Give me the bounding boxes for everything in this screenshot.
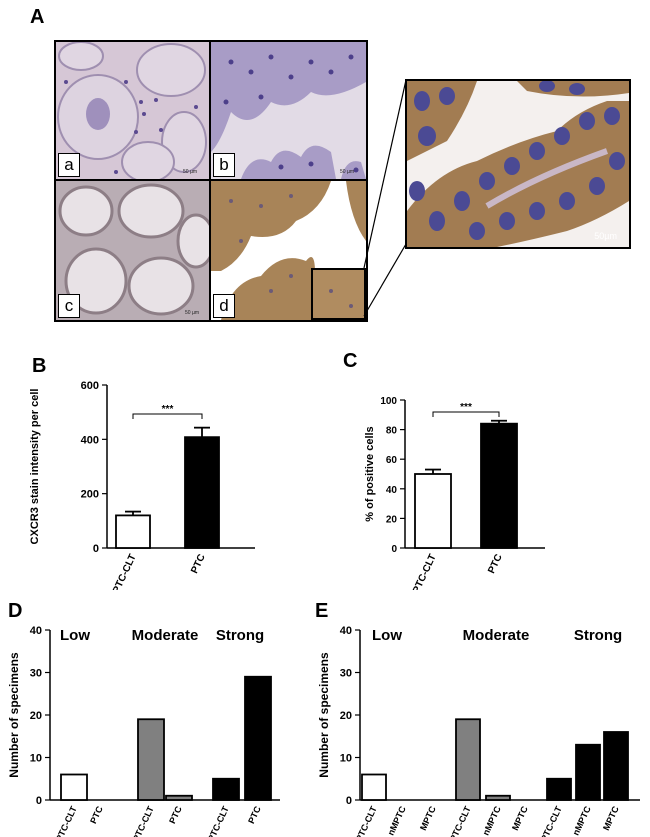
micrograph-c-image — [56, 181, 209, 320]
significance-bracket — [432, 411, 500, 417]
group-label: Low — [372, 627, 402, 644]
bar — [184, 436, 220, 549]
zoom-inset-box — [311, 268, 366, 320]
chart-c: 0 20 40 60 80 100 % of positive cells PTC-CLT PT… — [364, 396, 545, 590]
y-axis-label: Number of specimens — [7, 652, 21, 778]
micrograph-a: a 50 µm — [56, 42, 209, 179]
bar — [455, 718, 481, 801]
y-tick-label: 40 — [386, 485, 398, 496]
y-tick-label: 0 — [93, 543, 99, 555]
micrograph-b-image — [211, 42, 366, 179]
y-tick-label: 0 — [346, 795, 352, 807]
micrograph-d: d — [211, 181, 366, 320]
y-tick-label: 40 — [340, 625, 352, 637]
bar — [165, 794, 193, 801]
bar — [212, 777, 240, 801]
panel-letter-d: D — [8, 600, 23, 622]
y-tick-label: 400 — [81, 434, 99, 446]
bar — [603, 731, 629, 801]
bar — [575, 743, 601, 801]
bar — [414, 473, 452, 549]
x-tick-label: PTC — [486, 553, 504, 576]
micrograph-grid: a 50 µm b 50 µm c 50 µ — [54, 40, 368, 322]
y-tick-label: 20 — [386, 514, 398, 525]
micrograph-a-image — [56, 42, 209, 179]
x-tick-label: PTC-CLT — [54, 804, 79, 837]
y-axis-label: CXCR3 stain intensity per cell — [29, 389, 41, 545]
sublabel-c: c — [58, 294, 80, 318]
y-axis-label: % of positive cells — [364, 426, 376, 521]
x-tick-label: PTC — [189, 553, 207, 576]
y-tick-label: 20 — [30, 710, 42, 722]
x-tick-label: MPTC — [601, 804, 621, 832]
bar — [546, 777, 572, 801]
y-tick-label: 0 — [391, 544, 397, 555]
panel-letter-c: C — [343, 350, 358, 372]
y-tick-label: 40 — [30, 625, 42, 637]
x-tick-label: nMPTC — [386, 804, 408, 837]
scalebar-a: 50 µm — [183, 169, 197, 175]
y-tick-label: 60 — [386, 455, 398, 466]
x-tick-label: nMPTC — [481, 804, 503, 837]
micrograph-zoom-image — [407, 81, 629, 247]
group-label: Low — [60, 627, 90, 644]
group-label: Strong — [216, 627, 264, 644]
zoom-connector-lines — [363, 79, 407, 317]
significance-bracket — [132, 413, 203, 419]
group-label: Moderate — [463, 627, 530, 644]
chart-d: 0 10 20 30 40 Number of specimens PTC-CLT PTC PT… — [7, 625, 280, 837]
chart-b: 0 200 400 600 CXCR3 stain intensity per cell… — [29, 380, 255, 590]
x-tick-label: PTC-CLT — [448, 804, 473, 837]
sublabel-b: b — [213, 153, 235, 177]
y-tick-label: 200 — [81, 489, 99, 501]
micrograph-d-image — [211, 181, 366, 320]
x-tick-label: nMPTC — [571, 804, 593, 837]
y-tick-label: 30 — [30, 668, 42, 680]
x-tick-label: MPTC — [510, 804, 530, 832]
x-tick-label: PTC-CLT — [206, 804, 231, 837]
panel-letter-b: B — [32, 355, 47, 377]
x-tick-label: PTC-CLT — [411, 553, 439, 590]
micrograph-b: b 50 µm — [211, 42, 366, 179]
x-tick-label: PTC-CLT — [111, 553, 139, 590]
x-tick-label: MPTC — [418, 804, 438, 832]
bar — [115, 514, 151, 549]
y-tick-label: 30 — [340, 668, 352, 680]
y-tick-label: 0 — [36, 795, 42, 807]
y-tick-label: 80 — [386, 426, 398, 437]
y-tick-label: 600 — [81, 380, 99, 392]
micrograph-c: c 50 µm — [56, 181, 209, 320]
significance-label: *** — [162, 404, 174, 415]
sublabel-d: d — [213, 294, 235, 318]
panel-letter-e: E — [315, 600, 329, 622]
x-tick-label: PTC — [88, 804, 105, 825]
y-tick-label: 10 — [340, 753, 352, 765]
x-tick-label: PTC-CLT — [539, 804, 564, 837]
scalebar-b: 50 µm — [340, 169, 354, 175]
micrograph-zoom: 50µm — [405, 79, 631, 249]
bar — [60, 773, 88, 801]
scalebar-c: 50 µm — [185, 310, 199, 316]
y-tick-label: 20 — [340, 710, 352, 722]
bar — [480, 422, 518, 549]
bar — [361, 773, 387, 801]
sublabel-a: a — [58, 153, 80, 177]
bar — [137, 718, 165, 801]
significance-label: *** — [460, 402, 472, 413]
chart-e: 0 10 20 30 40 Number of specimens PTC-CLT nMPTC… — [317, 625, 640, 837]
y-tick-label: 10 — [30, 753, 42, 765]
group-label: Moderate — [132, 627, 199, 644]
panel-letter-a: A — [30, 6, 45, 28]
x-tick-label: PTC — [167, 804, 184, 825]
x-tick-label: PTC-CLT — [354, 804, 379, 837]
bar — [485, 794, 511, 801]
scalebar-zoom: 50µm — [594, 231, 617, 241]
y-axis-label: Number of specimens — [317, 652, 331, 778]
group-label: Strong — [574, 627, 622, 644]
x-tick-label: PTC-CLT — [131, 804, 156, 837]
x-tick-label: PTC — [246, 804, 263, 825]
bar — [244, 675, 272, 801]
y-tick-label: 100 — [380, 396, 397, 407]
